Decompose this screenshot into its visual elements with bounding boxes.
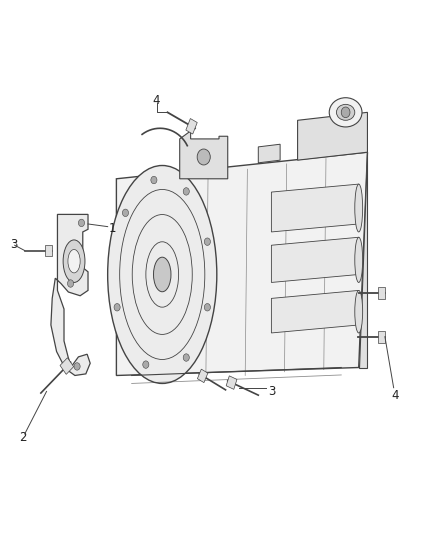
Polygon shape bbox=[117, 152, 367, 375]
Polygon shape bbox=[60, 358, 74, 374]
Text: 4: 4 bbox=[152, 94, 160, 107]
Circle shape bbox=[204, 304, 210, 311]
Polygon shape bbox=[46, 245, 52, 256]
Ellipse shape bbox=[336, 104, 355, 120]
Text: 4: 4 bbox=[392, 389, 399, 402]
Polygon shape bbox=[258, 144, 280, 163]
Circle shape bbox=[151, 176, 157, 184]
Ellipse shape bbox=[355, 290, 363, 333]
Polygon shape bbox=[180, 131, 228, 179]
Circle shape bbox=[204, 238, 210, 245]
Circle shape bbox=[143, 361, 149, 368]
Ellipse shape bbox=[355, 237, 363, 282]
Circle shape bbox=[183, 188, 189, 195]
Ellipse shape bbox=[355, 184, 363, 232]
Polygon shape bbox=[297, 112, 367, 160]
Text: 3: 3 bbox=[11, 238, 18, 251]
Polygon shape bbox=[198, 369, 208, 383]
Circle shape bbox=[114, 304, 120, 311]
Circle shape bbox=[67, 280, 74, 287]
Text: 1: 1 bbox=[109, 222, 117, 235]
Ellipse shape bbox=[63, 240, 85, 282]
Polygon shape bbox=[51, 214, 90, 375]
Ellipse shape bbox=[108, 165, 217, 383]
Ellipse shape bbox=[329, 98, 362, 127]
Polygon shape bbox=[378, 287, 385, 299]
Polygon shape bbox=[272, 290, 359, 333]
Polygon shape bbox=[272, 184, 359, 232]
Text: 2: 2 bbox=[19, 431, 27, 444]
Circle shape bbox=[341, 107, 350, 118]
Circle shape bbox=[197, 149, 210, 165]
Circle shape bbox=[183, 354, 189, 361]
Circle shape bbox=[74, 363, 80, 370]
Circle shape bbox=[78, 219, 85, 227]
Ellipse shape bbox=[153, 257, 171, 292]
Ellipse shape bbox=[68, 249, 80, 273]
Text: 3: 3 bbox=[268, 385, 275, 398]
Polygon shape bbox=[226, 376, 237, 389]
Polygon shape bbox=[359, 152, 367, 368]
Polygon shape bbox=[378, 331, 385, 343]
Polygon shape bbox=[272, 237, 359, 282]
Circle shape bbox=[122, 209, 128, 216]
Polygon shape bbox=[186, 118, 197, 134]
